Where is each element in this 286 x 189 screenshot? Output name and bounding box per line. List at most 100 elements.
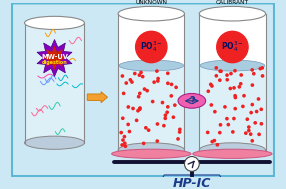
Circle shape <box>237 85 241 89</box>
Text: PO$_4^{3-}$: PO$_4^{3-}$ <box>140 40 162 54</box>
Circle shape <box>245 117 249 121</box>
Text: PO$_4^{3-}$: PO$_4^{3-}$ <box>221 40 244 54</box>
Ellipse shape <box>25 136 84 149</box>
Circle shape <box>233 94 237 98</box>
Circle shape <box>218 69 222 73</box>
Circle shape <box>121 138 125 142</box>
Circle shape <box>166 81 170 85</box>
Polygon shape <box>118 66 184 150</box>
Circle shape <box>161 101 164 104</box>
Circle shape <box>233 69 237 73</box>
FancyBboxPatch shape <box>199 14 266 150</box>
Circle shape <box>142 142 146 145</box>
Circle shape <box>257 132 261 136</box>
Circle shape <box>172 115 175 119</box>
Text: HP-IC: HP-IC <box>173 177 211 189</box>
Circle shape <box>227 123 230 126</box>
Circle shape <box>136 31 167 63</box>
Circle shape <box>255 110 259 113</box>
Circle shape <box>170 83 173 86</box>
Circle shape <box>119 131 123 134</box>
Circle shape <box>173 103 177 107</box>
Circle shape <box>138 106 142 110</box>
Circle shape <box>210 84 214 88</box>
Ellipse shape <box>118 143 184 157</box>
Circle shape <box>244 131 248 135</box>
Circle shape <box>164 113 167 117</box>
Circle shape <box>232 117 236 120</box>
Ellipse shape <box>199 6 266 21</box>
Circle shape <box>225 117 229 121</box>
Circle shape <box>218 78 222 82</box>
FancyBboxPatch shape <box>25 23 84 143</box>
Text: ?: ? <box>189 96 195 106</box>
Circle shape <box>231 130 235 134</box>
Circle shape <box>223 105 227 109</box>
Circle shape <box>163 116 167 120</box>
Circle shape <box>212 139 216 143</box>
Circle shape <box>124 144 127 148</box>
Circle shape <box>260 122 263 126</box>
Circle shape <box>225 78 229 82</box>
Polygon shape <box>25 23 84 143</box>
Circle shape <box>217 31 248 63</box>
Circle shape <box>229 87 232 90</box>
Circle shape <box>124 81 128 85</box>
Text: digestion: digestion <box>42 60 67 65</box>
Circle shape <box>206 131 210 134</box>
Circle shape <box>259 67 262 70</box>
Circle shape <box>128 130 131 133</box>
Circle shape <box>261 74 264 78</box>
Circle shape <box>137 95 140 98</box>
Circle shape <box>251 103 254 106</box>
Circle shape <box>249 111 253 115</box>
Circle shape <box>121 116 125 120</box>
Circle shape <box>162 124 166 128</box>
Circle shape <box>169 94 173 98</box>
Circle shape <box>121 74 124 78</box>
Ellipse shape <box>200 60 265 71</box>
Circle shape <box>210 140 214 143</box>
Circle shape <box>135 119 138 122</box>
Circle shape <box>234 96 237 99</box>
Circle shape <box>250 68 254 72</box>
Circle shape <box>184 156 199 171</box>
Circle shape <box>147 128 150 132</box>
Circle shape <box>151 100 154 103</box>
Circle shape <box>219 123 222 127</box>
Circle shape <box>247 129 251 132</box>
Circle shape <box>251 83 254 87</box>
Circle shape <box>239 82 243 86</box>
Circle shape <box>156 77 160 80</box>
Circle shape <box>261 66 264 70</box>
Circle shape <box>247 125 251 129</box>
Circle shape <box>249 132 253 136</box>
Ellipse shape <box>178 93 206 108</box>
FancyBboxPatch shape <box>118 14 184 150</box>
Circle shape <box>213 110 217 114</box>
Circle shape <box>136 109 140 113</box>
Circle shape <box>214 66 218 70</box>
Circle shape <box>174 85 178 89</box>
Text: MW-UV: MW-UV <box>41 54 68 60</box>
Polygon shape <box>43 46 67 70</box>
Polygon shape <box>199 66 266 150</box>
Circle shape <box>251 139 254 143</box>
Ellipse shape <box>119 60 184 71</box>
Polygon shape <box>155 175 229 189</box>
Circle shape <box>128 78 132 82</box>
Circle shape <box>131 107 135 110</box>
FancyArrow shape <box>87 92 108 103</box>
Circle shape <box>130 80 134 84</box>
Circle shape <box>218 131 222 135</box>
Circle shape <box>242 94 246 98</box>
Circle shape <box>133 72 137 75</box>
Circle shape <box>126 122 130 126</box>
Circle shape <box>229 72 233 75</box>
Circle shape <box>241 105 245 108</box>
Circle shape <box>233 107 237 111</box>
Circle shape <box>141 75 144 78</box>
Circle shape <box>156 122 159 126</box>
Circle shape <box>126 105 130 109</box>
Circle shape <box>138 108 141 111</box>
